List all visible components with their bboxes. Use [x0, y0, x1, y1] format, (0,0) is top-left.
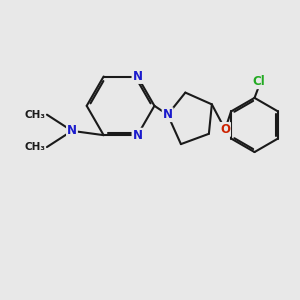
Text: N: N [163, 108, 173, 121]
Text: O: O [220, 123, 230, 136]
Text: N: N [133, 70, 142, 83]
Text: CH₃: CH₃ [25, 142, 46, 152]
Text: N: N [67, 124, 77, 137]
Text: CH₃: CH₃ [25, 110, 46, 120]
Text: N: N [133, 129, 142, 142]
Text: Cl: Cl [253, 75, 265, 88]
